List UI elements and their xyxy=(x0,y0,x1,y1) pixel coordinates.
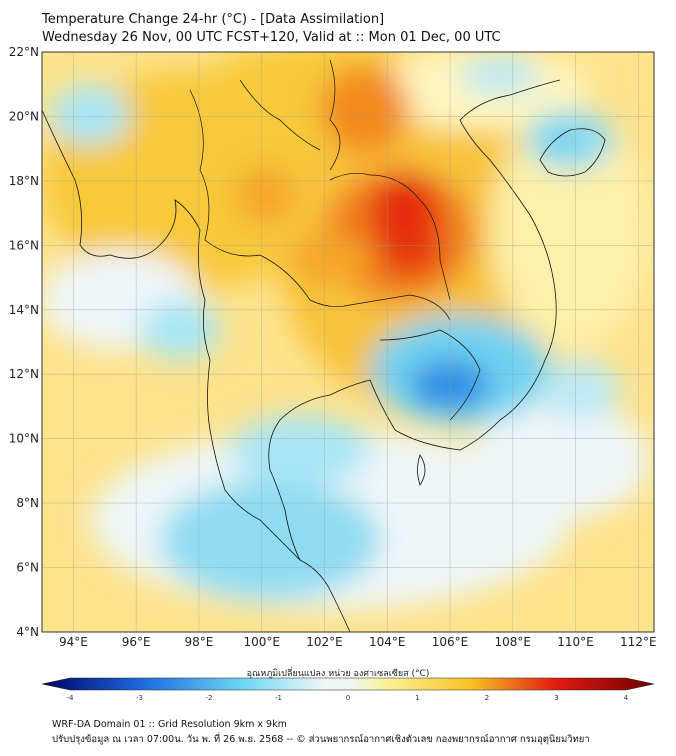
lat-tick-label: 4°N xyxy=(16,625,39,639)
colorbar-tick-label: -4 xyxy=(67,694,75,702)
colorbar-tick-label: 4 xyxy=(624,694,629,702)
hainan-island xyxy=(539,128,606,177)
colorbar-tick-label: 0 xyxy=(346,694,350,702)
border-north xyxy=(329,59,341,171)
colorbar-tick-label: -1 xyxy=(275,694,282,702)
lat-tick-label: 18°N xyxy=(9,174,39,188)
lat-tick-label: 14°N xyxy=(9,303,39,317)
temperature-field xyxy=(42,52,654,632)
latitude-tick-labels: 4°N 6°N 8°N 10°N 12°N 14°N 16°N 18°N 20°N 22°N xyxy=(9,45,39,639)
lon-tick-label: 104°E xyxy=(369,635,406,649)
footer-model-info: WRF-DA Domain 01 :: Grid Resolution 9km … xyxy=(52,719,287,730)
lon-tick-label: 94°E xyxy=(59,635,88,649)
border-myanmar xyxy=(239,79,321,151)
colorbar-tick-label: 2 xyxy=(485,694,489,702)
colorbar-tick-label: 1 xyxy=(415,694,419,702)
map-subtitle: Wednesday 26 Nov, 00 UTC FCST+120, Valid… xyxy=(42,30,501,45)
lon-tick-label: 102°E xyxy=(306,635,343,649)
colorbar-tick-label: -2 xyxy=(206,694,213,702)
colorbar-label: อุณหภูมิเปลี่ยนแปลง หน่วย องศาเซลเซียส (… xyxy=(246,669,430,679)
longitude-tick-labels: 94°E 96°E 98°E 100°E 102°E 104°E 106°E 108°E 110… xyxy=(59,635,657,649)
lat-tick-label: 6°N xyxy=(16,561,39,575)
colorbar-ticks: -4 -3 -2 -1 0 1 2 3 4 xyxy=(67,694,629,702)
lat-tick-label: 8°N xyxy=(16,496,39,510)
lon-tick-label: 96°E xyxy=(122,635,151,649)
coastlines xyxy=(42,79,606,632)
lat-tick-label: 10°N xyxy=(9,432,39,446)
lon-tick-label: 98°E xyxy=(184,635,213,649)
phu-quoc-island xyxy=(417,454,426,486)
colorbar-tick-label: 3 xyxy=(554,694,558,702)
country-borders xyxy=(189,59,481,421)
lat-tick-label: 22°N xyxy=(9,45,39,59)
border-west-thailand xyxy=(189,89,451,321)
lon-tick-label: 108°E xyxy=(495,635,532,649)
plot-frame xyxy=(41,51,655,633)
lat-tick-label: 12°N xyxy=(9,367,39,381)
lat-tick-label: 20°N xyxy=(9,109,39,123)
lon-tick-label: 110°E xyxy=(557,635,594,649)
colorbar-tick-label: -3 xyxy=(136,694,143,702)
footer-update-info: ปรับปรุงข้อมูล ณ เวลา 07:00น. วัน พ. ที่… xyxy=(52,734,590,745)
lon-tick-label: 100°E xyxy=(243,635,280,649)
border-mekong xyxy=(329,173,451,301)
lon-tick-label: 112°E xyxy=(620,635,657,649)
western-coast xyxy=(42,109,351,632)
colorbar: -4 -3 -2 -1 0 1 2 3 4 xyxy=(41,677,655,702)
colorbar-gradient xyxy=(41,677,655,691)
gulf-and-east-coast xyxy=(268,79,561,561)
lat-tick-label: 16°N xyxy=(9,238,39,252)
lon-tick-label: 106°E xyxy=(432,635,469,649)
map-title: Temperature Change 24-hr (°C) - [Data As… xyxy=(42,12,385,27)
border-cambodia xyxy=(379,329,481,421)
